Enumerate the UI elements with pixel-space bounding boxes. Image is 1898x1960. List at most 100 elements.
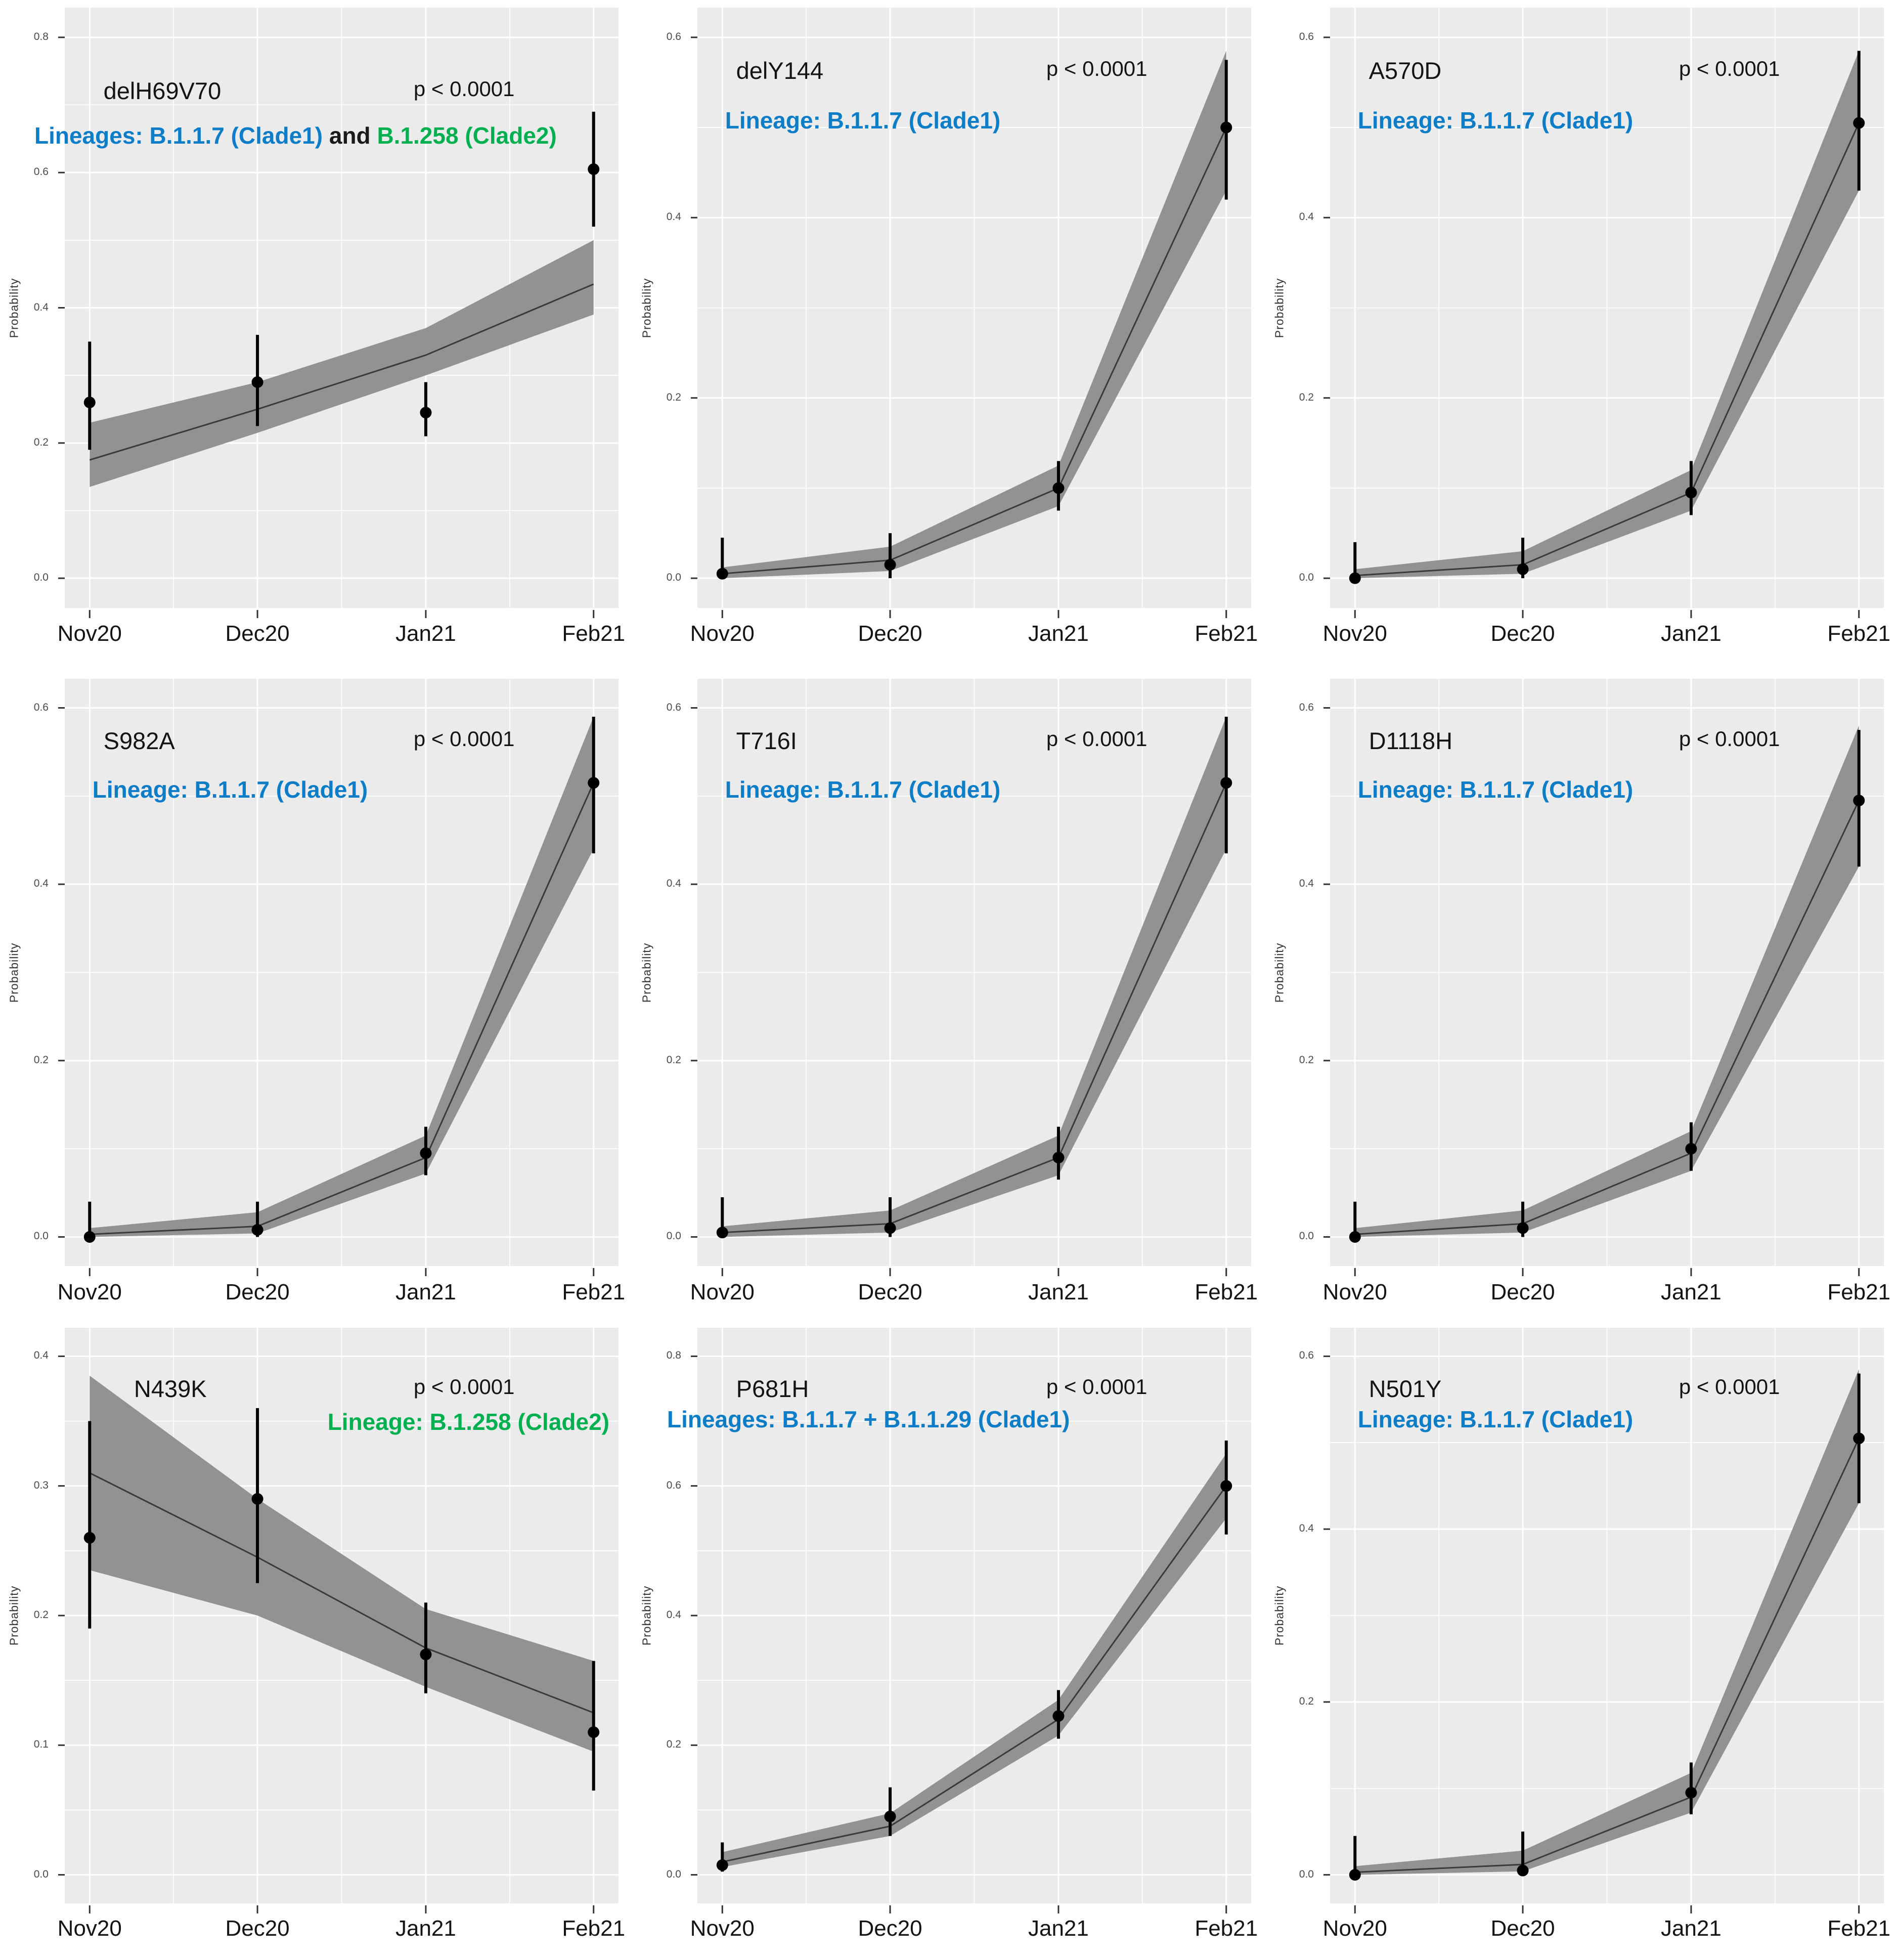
y-tick-label: 0.2: [666, 391, 681, 403]
p-value-label: p < 0.0001: [413, 1375, 515, 1399]
x-tick-label: Nov20: [690, 621, 755, 646]
fit-line: [722, 127, 1227, 575]
x-tick-label: Feb21: [1195, 621, 1258, 646]
plot-area: [1323, 8, 1884, 618]
lineage-segment: Lineage: B.1.258 (Clade2): [327, 1409, 609, 1435]
confidence-ribbon: [722, 1453, 1226, 1867]
y-tick-label: 0.6: [33, 166, 49, 178]
x-tick-label: Nov20: [57, 1916, 122, 1941]
x-tick-label: Nov20: [690, 1280, 755, 1304]
y-axis-title: Probability: [1272, 1585, 1286, 1646]
y-tick-label: 0.8: [33, 30, 49, 42]
p-value-label: p < 0.0001: [1046, 1375, 1147, 1399]
y-tick-label: 0.0: [666, 1230, 681, 1242]
y-tick-label: 0.4: [33, 301, 49, 313]
lineage-segment: Lineage: B.1.1.7 (Clade1): [1357, 107, 1634, 134]
lineage-segment: Lineages: B.1.1.7 + B.1.1.29 (Clade1): [667, 1406, 1070, 1432]
x-tick-label: Nov20: [690, 1916, 755, 1941]
confidence-ribbon: [722, 51, 1226, 579]
data-point: [1052, 1152, 1065, 1164]
x-tick-label: Jan21: [1028, 621, 1089, 646]
data-point: [588, 1726, 600, 1738]
panel-title: D1118H: [1369, 727, 1453, 755]
x-tick-label: Jan21: [1028, 1280, 1089, 1304]
y-axis-title: Probability: [640, 942, 653, 1003]
data-point: [83, 1532, 96, 1544]
y-tick-label: 0.2: [33, 436, 49, 448]
y-tick-label: 0.4: [666, 211, 681, 223]
x-tick-label: Feb21: [562, 1916, 626, 1941]
lineage-label: Lineage: B.1.1.7 (Clade1): [1358, 1406, 1634, 1433]
data-point: [716, 568, 728, 580]
data-point: [716, 1859, 728, 1871]
x-tick-label: Jan21: [1028, 1916, 1089, 1941]
data-point: [716, 1227, 728, 1239]
plot-area: [691, 8, 1251, 618]
data-point: [588, 777, 600, 789]
y-tick-label: 0.6: [1299, 1349, 1314, 1362]
panel-N501Y: Probability 0.0 0.2 0.4 0.6 Nov20 Dec20 Jan21 Fe…: [1265, 1306, 1898, 1960]
x-tick-label: Dec20: [225, 621, 290, 646]
x-tick-label: Dec20: [225, 1916, 290, 1941]
panel-T716I: Probability 0.0 0.2 0.4 0.6 Nov20 Dec20 Jan21 Fe…: [633, 654, 1265, 1307]
y-tick-label: 0.4: [33, 1349, 49, 1362]
panel-S982A: Probability 0.0 0.2 0.4 0.6 Nov20 Dec20 Jan21 Fe…: [0, 654, 633, 1307]
p-value-label: p < 0.0001: [1679, 1375, 1780, 1399]
y-tick-label: 0.6: [666, 1479, 681, 1491]
data-point: [1052, 1710, 1065, 1722]
lineage-segment: B.1.258 (Clade2): [377, 122, 557, 149]
lineage-label: Lineage: B.1.1.7 (Clade1): [93, 776, 368, 803]
lineage-label: Lineage: B.1.258 (Clade2): [328, 1408, 609, 1435]
y-axis-title: Probability: [640, 278, 653, 338]
panel-N439K: Probability 0.0 0.1 0.2 0.3 0.4 Nov20 Dec20 Jan2…: [0, 1306, 633, 1960]
y-tick-label: 0.6: [1299, 30, 1314, 42]
data-point: [1220, 1480, 1232, 1492]
y-tick-label: 0.4: [33, 878, 49, 890]
y-tick-label: 0.6: [1299, 701, 1314, 713]
y-tick-label: 0.0: [1299, 572, 1314, 584]
x-tick-label: Feb21: [562, 621, 626, 646]
x-tick-label: Dec20: [225, 1280, 290, 1304]
lineage-label: Lineage: B.1.1.7 (Clade1): [1358, 107, 1634, 134]
y-axis-title: Probability: [7, 942, 21, 1003]
data-point: [884, 1810, 896, 1822]
data-point: [420, 1648, 432, 1661]
data-point: [1685, 487, 1697, 499]
x-tick-label: Jan21: [1660, 621, 1722, 646]
y-tick-label: 0.8: [666, 1349, 681, 1362]
y-tick-label: 0.2: [33, 1054, 49, 1066]
x-tick-label: Feb21: [1195, 1916, 1258, 1941]
data-point: [1349, 1231, 1361, 1243]
x-tick-label: Nov20: [57, 1280, 122, 1304]
data-point: [1517, 1222, 1529, 1234]
y-tick-label: 0.0: [33, 1868, 49, 1880]
x-tick-label: Jan21: [395, 621, 456, 646]
data-point: [1685, 1143, 1697, 1155]
y-tick-label: 0.4: [666, 1609, 681, 1621]
x-tick-label: Dec20: [1490, 1916, 1555, 1941]
data-point: [1349, 572, 1361, 584]
x-tick-label: Jan21: [395, 1280, 456, 1304]
x-tick-label: Jan21: [1660, 1280, 1722, 1304]
fit-line: [89, 1472, 594, 1714]
data-point: [251, 1493, 263, 1505]
fit-line: [722, 1485, 1227, 1863]
data-point: [1349, 1869, 1361, 1881]
p-value-label: p < 0.0001: [1046, 57, 1147, 81]
y-tick-label: 0.4: [1299, 211, 1314, 223]
x-tick-label: Dec20: [858, 1280, 922, 1304]
data-point: [83, 1231, 96, 1243]
panel-title: delY144: [736, 57, 824, 84]
y-tick-label: 0.6: [33, 701, 49, 713]
p-value-label: p < 0.0001: [413, 76, 515, 101]
x-tick-label: Nov20: [1322, 1280, 1387, 1304]
panel-D1118H: Probability 0.0 0.2 0.4 0.6 Nov20 Dec20 Jan21 Fe…: [1265, 654, 1898, 1307]
data-point: [420, 407, 432, 419]
data-point: [1685, 1787, 1697, 1799]
panel-title: S982A: [103, 727, 175, 755]
y-tick-label: 0.3: [33, 1479, 49, 1491]
x-tick-label: Feb21: [1827, 621, 1891, 646]
lineage-segment: Lineage: B.1.1.7 (Clade1): [92, 776, 368, 803]
fit-line: [722, 782, 1227, 1234]
